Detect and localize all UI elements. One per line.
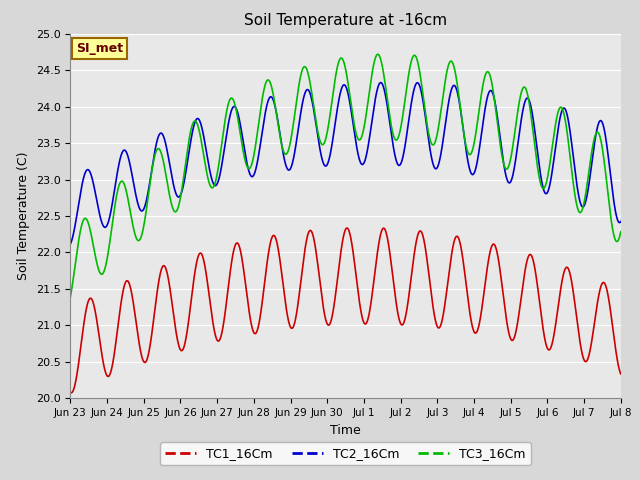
Y-axis label: Soil Temperature (C): Soil Temperature (C) [17, 152, 30, 280]
Legend: TC1_16Cm, TC2_16Cm, TC3_16Cm: TC1_16Cm, TC2_16Cm, TC3_16Cm [160, 442, 531, 465]
Text: SI_met: SI_met [76, 42, 123, 55]
Title: Soil Temperature at -16cm: Soil Temperature at -16cm [244, 13, 447, 28]
X-axis label: Time: Time [330, 424, 361, 437]
